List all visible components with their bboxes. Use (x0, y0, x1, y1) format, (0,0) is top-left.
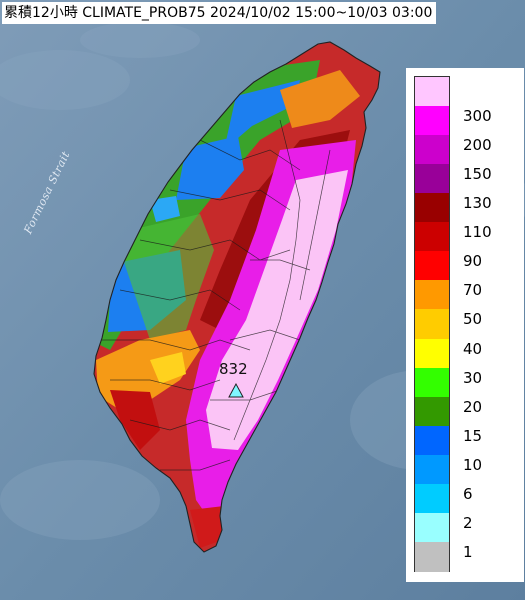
legend-swatch (415, 396, 449, 427)
legend-label: 70 (463, 281, 483, 300)
district-boundaries (100, 119, 331, 471)
legend-swatch (415, 222, 449, 253)
rain-zone-red-south (190, 506, 224, 548)
rain-zone-orange-north (280, 70, 360, 128)
legend-label: 300 (463, 107, 492, 126)
legend-label: 90 (463, 252, 483, 271)
legend-swatch (415, 251, 449, 282)
legend-label: 130 (463, 194, 492, 213)
legend-swatch (415, 280, 449, 311)
legend-label: 20 (463, 397, 483, 416)
rain-zone-orange-band (96, 330, 200, 410)
rain-zone-green-west (120, 214, 214, 340)
legend: 300 200 150 130 110 90 70 50 40 30 20 15 10 6 2 1 (406, 68, 524, 582)
legend-swatch (415, 77, 449, 107)
legend-label: 50 (463, 310, 483, 329)
legend-swatch (415, 309, 449, 340)
legend-swatch (415, 541, 449, 572)
legend-label: 30 (463, 368, 483, 387)
legend-label: 110 (463, 223, 492, 242)
legend-label: 6 (463, 484, 473, 503)
legend-swatch (415, 454, 449, 485)
rain-zone-blue-north (224, 80, 300, 150)
legend-swatch (415, 338, 449, 369)
legend-label: 40 (463, 339, 483, 358)
legend-swatch (415, 164, 449, 195)
legend-swatch (415, 425, 449, 456)
legend-swatch (415, 193, 449, 224)
map-title: 累積12小時 CLIMATE_PROB75 2024/10/02 15:00~1… (2, 2, 437, 24)
legend-label: 1 (463, 542, 473, 561)
legend-label: 2 (463, 513, 473, 532)
legend-swatch (415, 483, 449, 514)
max-rainfall-value: 832 (219, 360, 248, 378)
legend-label: 15 (463, 426, 483, 445)
rain-zone-red-southwest (110, 390, 160, 450)
legend-swatch (415, 512, 449, 543)
max-rainfall-marker-icon (228, 382, 244, 398)
legend-swatch (415, 106, 449, 137)
legend-label: 200 (463, 136, 492, 155)
rain-zone-lightblue-patch (150, 196, 180, 222)
rain-zone-blue-central-north (176, 136, 244, 200)
legend-swatch (415, 135, 449, 166)
legend-colorbar (414, 76, 450, 572)
legend-label: 10 (463, 455, 483, 474)
legend-label: 150 (463, 165, 492, 184)
legend-swatch (415, 367, 449, 398)
rain-zone-yellow-patch (150, 352, 186, 384)
rain-zone-pink (206, 170, 348, 450)
